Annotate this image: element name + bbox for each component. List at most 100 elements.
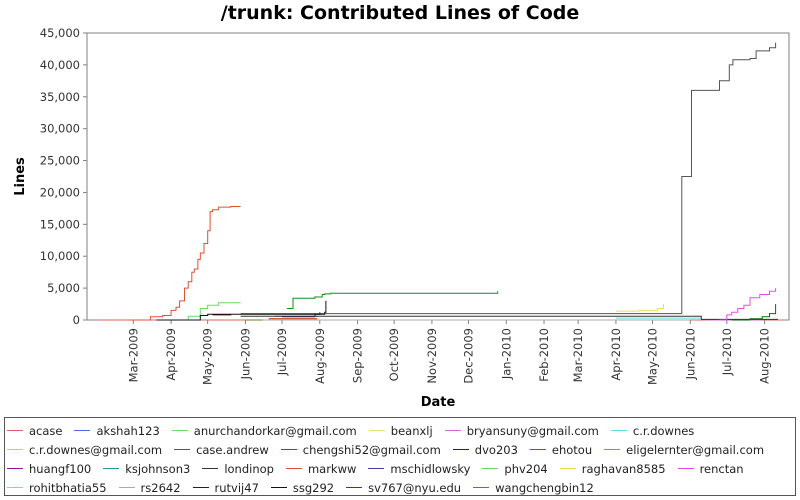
legend-label: sv767@nyu.edu (368, 480, 462, 495)
x-tick-label: Mar-2009 (126, 328, 140, 382)
legend-item: acase (7, 421, 62, 440)
y-axis-title: Lines (13, 157, 28, 196)
legend-item: sv767@nyu.edu (346, 478, 461, 497)
legend-swatch (529, 449, 546, 450)
legend-swatch (7, 468, 23, 469)
x-tick-label: Jul-2010 (720, 328, 734, 376)
series-lines (99, 42, 782, 321)
y-tick-label: 20,000 (40, 185, 80, 199)
legend-label: markww (307, 461, 357, 476)
legend-label: rohitbhatia55 (29, 480, 107, 495)
legend-label: beanxlj (390, 423, 433, 438)
series-line-anurchandorkar-gmail-com (171, 302, 241, 321)
legend-label: chengshi52@gmail.com (302, 442, 441, 457)
legend-item: ksjohnson3 (103, 459, 190, 478)
legend-item: case.andrew (174, 440, 269, 459)
legend-item: chengshi52@gmail.com (280, 440, 441, 459)
legend-swatch (118, 487, 135, 488)
legend-swatch (7, 430, 23, 431)
legend-swatch (473, 487, 490, 488)
legend-label: akshah123 (96, 423, 160, 438)
legend-swatch (452, 449, 469, 450)
x-tick-label: Feb-2010 (537, 328, 551, 382)
legend-label: rutvij47 (214, 480, 259, 495)
series-line-sv767-nyu-edu (731, 304, 777, 321)
legend-item: londinop (202, 459, 274, 478)
legend-label: acase (29, 423, 63, 438)
legend-item: mschidlowsky (368, 459, 470, 478)
legend-swatch (74, 430, 91, 431)
y-tick-label: 40,000 (40, 58, 80, 72)
legend-swatch (171, 430, 188, 431)
legend-item: c.r.downes (610, 421, 695, 440)
legend-label: huangf100 (29, 461, 92, 476)
legend-item: eligelernter@gmail.com (604, 440, 764, 459)
legend-label: ehotou (551, 442, 593, 457)
legend-label: raghavan8585 (581, 461, 666, 476)
legend-swatch (604, 449, 621, 450)
series-line-renctan (719, 288, 777, 321)
legend-swatch (103, 468, 120, 469)
legend-label: renctan (699, 461, 744, 476)
legend-swatch (346, 487, 363, 488)
legend-item: huangf100 (7, 459, 91, 478)
x-tick-label: May-2010 (646, 328, 660, 385)
legend-swatch (174, 449, 191, 450)
y-tick-label: 30,000 (40, 122, 80, 136)
legend-label: ssg292 (292, 480, 335, 495)
legend-swatch (202, 468, 219, 469)
series-line-ssg292 (156, 300, 327, 321)
legend-swatch (7, 487, 23, 488)
legend-swatch (7, 449, 23, 450)
legend-item: phv204 (482, 459, 548, 478)
legend-label: bryansuny@gmail.com (466, 423, 599, 438)
legend-label: anurchandorkar@gmail.com (193, 423, 357, 438)
legend-swatch (368, 468, 385, 469)
plot-area (86, 32, 790, 321)
y-tick-label: 25,000 (40, 154, 80, 168)
x-tick-label: Jun-2009 (238, 328, 252, 380)
legend-swatch (368, 430, 385, 431)
legend-item: rutvij47 (192, 478, 259, 497)
x-tick-label: Apr-2010 (609, 328, 623, 381)
line-chart: 0 5,000 10,000 15,000 20,000 25,000 30,000 35,0… (13, 26, 790, 410)
legend-swatch (677, 468, 694, 469)
legend-item: rohitbhatia55 (7, 478, 107, 497)
legend-label: rs2642 (140, 480, 181, 495)
legend-label: case.andrew (196, 442, 269, 457)
legend-item: raghavan8585 (559, 459, 666, 478)
legend-item: dvo203 (452, 440, 518, 459)
legend-label: mschidlowsky (390, 461, 471, 476)
legend-label: londinop (224, 461, 274, 476)
x-tick-label: Mar-2010 (571, 328, 585, 382)
legend-item: c.r.downes@gmail.com (7, 440, 162, 459)
legend-swatch (559, 468, 576, 469)
legend-label: c.r.downes (632, 423, 695, 438)
x-tick-label: May-2009 (201, 328, 215, 385)
series-line-case-andrew (240, 42, 777, 315)
legend-swatch (482, 468, 499, 469)
y-tick-label: 35,000 (40, 90, 80, 104)
chart-title: /trunk: Contributed Lines of Code (220, 2, 580, 24)
x-tick-label: Dec-2009 (461, 328, 475, 384)
legend-label: dvo203 (474, 442, 518, 457)
legend-label: eligelernter@gmail.com (626, 442, 765, 457)
x-tick-label: Sep-2009 (351, 328, 365, 383)
series-line-londinop (240, 315, 778, 320)
legend-label: phv204 (504, 461, 548, 476)
x-axis: Mar-2009 Apr-2009 May-2009 Jun-2009 Jul-2009… (126, 320, 772, 385)
x-tick-label: Jun-2010 (683, 328, 697, 380)
legend-swatch (270, 487, 287, 488)
legend-swatch (444, 430, 461, 431)
legend-item: ehotou (529, 440, 593, 459)
x-tick-label: Apr-2009 (164, 328, 178, 381)
x-tick-label: Oct-2009 (387, 328, 401, 381)
x-tick-label: Jul-2009 (275, 328, 289, 376)
y-tick-label: 15,000 (40, 217, 80, 231)
legend-item: beanxlj (368, 421, 433, 440)
legend-item: rs2642 (118, 478, 181, 497)
legend-item: bryansuny@gmail.com (444, 421, 599, 440)
legend-item: anurchandorkar@gmail.com (171, 421, 357, 440)
legend-item: ssg292 (270, 478, 335, 497)
legend-label: ksjohnson3 (125, 461, 191, 476)
